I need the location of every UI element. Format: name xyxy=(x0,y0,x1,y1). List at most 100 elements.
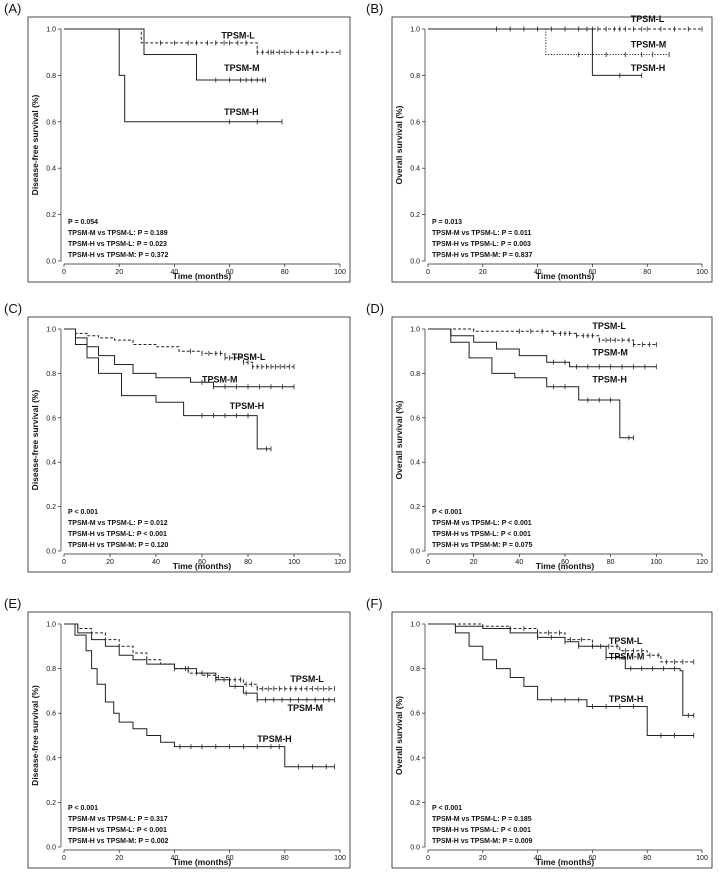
x-tick-label: 60 xyxy=(198,559,206,566)
x-tick-label: 20 xyxy=(479,855,487,862)
p-value-text: P < 0.001 xyxy=(432,805,462,812)
series-label: TPSM-H xyxy=(257,734,292,744)
series-tpsm-h-curve xyxy=(64,623,335,768)
y-tick-label: 1.0 xyxy=(410,327,420,334)
series-label: TPSM-L xyxy=(609,636,643,646)
x-axis-title: Time (months) xyxy=(173,561,232,571)
series-label: TPSM-L xyxy=(631,14,665,24)
series-label: TPSM-H xyxy=(224,107,259,117)
p-value-text: TPSM-H vs TPSM-M: P = 0.120 xyxy=(68,542,169,549)
y-tick-label: 0.8 xyxy=(46,371,56,378)
y-tick-label: 0.8 xyxy=(410,73,420,80)
panel-3: (C) 0 20 40 60 80 100 120 0.0 0.2 0.4 0.6 0.8 1.0 Time… xyxy=(4,301,351,573)
x-tick-label: 100 xyxy=(334,269,346,276)
y-tick-label: 0.4 xyxy=(46,755,56,762)
y-tick-label: 0.2 xyxy=(410,800,420,807)
p-value-text: TPSM-H vs TPSM-M: P = 0.075 xyxy=(432,542,533,549)
p-value-text: TPSM-H vs TPSM-L: P = 0.003 xyxy=(432,241,531,248)
plot-frame xyxy=(27,611,351,869)
x-tick-label: 60 xyxy=(589,855,597,862)
y-tick-label: 0.8 xyxy=(410,666,420,673)
x-tick-label: 60 xyxy=(589,269,597,276)
y-tick-label: 0.6 xyxy=(410,711,420,718)
x-axis-title: Time (months) xyxy=(536,857,595,867)
series-tpsm-m-curve xyxy=(64,28,266,81)
y-tick-label: 1.0 xyxy=(410,622,420,629)
p-value-text: TPSM-M vs TPSM-L: P = 0.012 xyxy=(68,520,168,527)
series-tpsm-m-curve xyxy=(64,328,294,388)
series-tpsm-m-curve xyxy=(428,623,694,716)
y-tick-label: 0.0 xyxy=(410,259,420,266)
x-axis-title: Time (months) xyxy=(536,561,595,571)
x-tick-label: 20 xyxy=(479,269,487,276)
p-value-text: TPSM-M vs TPSM-L: P = 0.011 xyxy=(432,230,531,237)
series-label: TPSM-H xyxy=(592,374,627,384)
x-tick-label: 80 xyxy=(281,269,289,276)
panel-letter: (E) xyxy=(4,596,21,611)
x-tick-label: 100 xyxy=(650,559,662,566)
series-label: TPSM-M xyxy=(224,63,260,73)
y-axis-title: Overall survival (%) xyxy=(394,400,404,479)
x-tick-label: 60 xyxy=(226,855,234,862)
series-tpsm-m-curve xyxy=(428,328,657,368)
y-axis-title: Disease-free survival (%) xyxy=(30,95,40,196)
y-tick-label: 1.0 xyxy=(46,27,56,34)
p-value-text: P < 0.001 xyxy=(68,509,98,516)
panel-4: (D) 0 20 40 60 80 100 120 0.0 0.2 0.4 0.6 0.8 1.0 Time… xyxy=(366,301,713,573)
series-tpsm-m-curve xyxy=(64,623,335,701)
x-tick-label: 40 xyxy=(171,269,179,276)
series-tpsm-h-curve xyxy=(428,28,642,76)
p-value-text: TPSM-M vs TPSM-L: P < 0.001 xyxy=(432,520,532,527)
x-axis-title: Time (months) xyxy=(173,271,232,281)
y-tick-label: 0.6 xyxy=(46,119,56,126)
x-tick-label: 40 xyxy=(534,855,542,862)
series-label: TPSM-M xyxy=(609,652,645,662)
series-tpsm-l-curve xyxy=(428,623,694,663)
x-tick-label: 120 xyxy=(696,559,708,566)
p-value-text: TPSM-H vs TPSM-M: P = 0.372 xyxy=(68,252,169,259)
series-label: TPSM-H xyxy=(230,401,265,411)
series-tpsm-h-curve xyxy=(64,28,282,123)
y-axis-title: Disease-free survival (%) xyxy=(30,685,40,786)
x-tick-label: 100 xyxy=(288,559,300,566)
p-value-text: TPSM-H vs TPSM-L: P = 0.023 xyxy=(68,241,167,248)
series-label: TPSM-M xyxy=(202,374,238,384)
x-tick-label: 60 xyxy=(561,559,569,566)
x-tick-label: 100 xyxy=(696,855,708,862)
y-tick-label: 0.4 xyxy=(46,460,56,467)
x-tick-label: 80 xyxy=(643,855,651,862)
x-tick-label: 20 xyxy=(115,269,123,276)
x-tick-label: 40 xyxy=(534,269,542,276)
y-axis-title: Overall survival (%) xyxy=(394,105,404,184)
p-value-text: P < 0.001 xyxy=(432,509,462,516)
panel-1: (A) 0 20 40 60 80 100 0.0 0.2 0.4 0.6 0.8 1.0 Time (m… xyxy=(4,1,351,283)
y-tick-label: 0.8 xyxy=(46,666,56,673)
series-label: TPSM-L xyxy=(221,30,255,40)
y-tick-label: 0.6 xyxy=(410,119,420,126)
panel-letter: (F) xyxy=(366,596,383,611)
y-tick-label: 0.4 xyxy=(410,460,420,467)
panel-5: (E) 0 20 40 60 80 100 0.0 0.2 0.4 0.6 0.8 1.0 Time (m… xyxy=(4,596,351,869)
p-value-text: TPSM-M vs TPSM-L: P = 0.317 xyxy=(68,816,168,823)
panel-2: (B) 0 20 40 60 80 100 0.0 0.2 0.4 0.6 0.8 1.0 Time (m… xyxy=(366,1,713,283)
series-label: TPSM-H xyxy=(631,63,666,73)
x-axis-title: Time (months) xyxy=(173,857,232,867)
y-tick-label: 1.0 xyxy=(46,622,56,629)
y-axis-title: Disease-free survival (%) xyxy=(30,390,40,491)
x-tick-label: 80 xyxy=(643,269,651,276)
series-tpsm-l-curve xyxy=(64,28,340,53)
p-value-text: TPSM-H vs TPSM-M: P = 0.002 xyxy=(68,838,169,845)
p-value-text: P = 0.013 xyxy=(432,219,462,226)
plot-frame xyxy=(391,16,713,283)
y-tick-label: 0.2 xyxy=(46,800,56,807)
y-tick-label: 0.8 xyxy=(410,371,420,378)
y-tick-label: 0.2 xyxy=(46,504,56,511)
y-tick-label: 0.0 xyxy=(410,549,420,556)
x-axis-title: Time (months) xyxy=(536,271,595,281)
y-tick-label: 0.2 xyxy=(46,212,56,219)
x-tick-label: 120 xyxy=(334,559,346,566)
series-label: TPSM-L xyxy=(592,321,626,331)
y-tick-label: 0.6 xyxy=(410,415,420,422)
x-tick-label: 40 xyxy=(171,855,179,862)
p-value-text: TPSM-M vs TPSM-L: P = 0.189 xyxy=(68,230,168,237)
